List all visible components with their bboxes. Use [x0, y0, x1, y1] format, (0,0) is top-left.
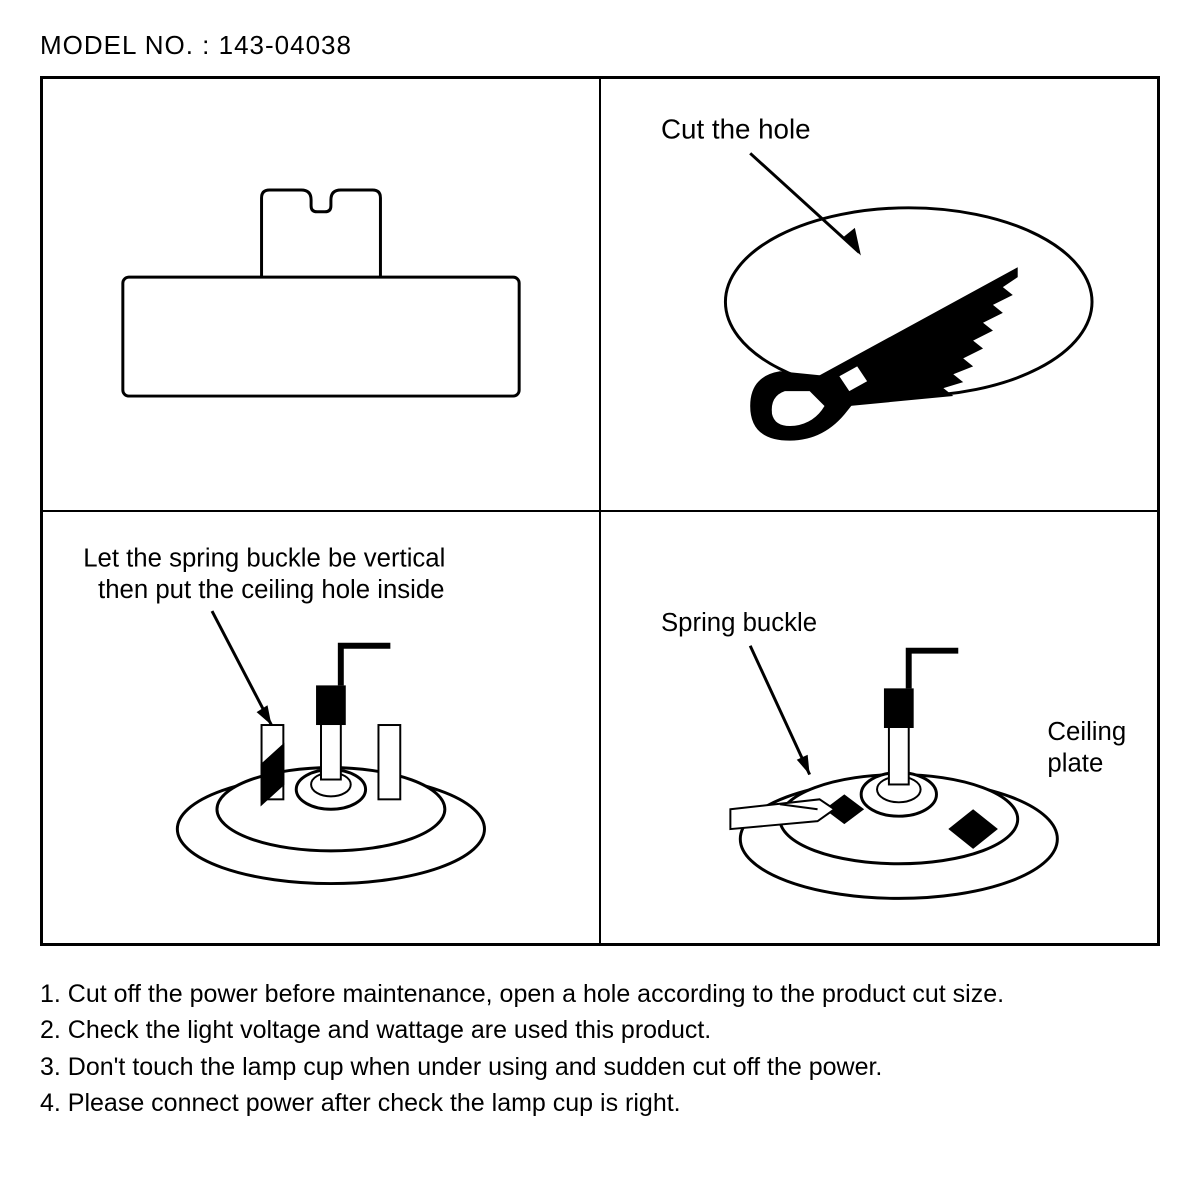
ceiling-plate-label-2: plate	[1047, 750, 1103, 778]
spring-buckle-label: Spring buckle	[661, 609, 817, 637]
svg-text:Let the spring buckle be verti: Let the spring buckle be vertical then p…	[83, 544, 452, 604]
ceiling-plate-label-1: Ceiling	[1047, 718, 1126, 746]
model-number: MODEL NO. : 143-04038	[40, 30, 1160, 61]
spring-vertical-icon: Let the spring buckle be vertical then p…	[43, 512, 599, 943]
instruction-item: 4. Please connect power after check the …	[40, 1085, 1160, 1121]
panel-installed: Spring buckle Ceiling plate	[600, 511, 1158, 944]
instruction-item: 2. Check the light voltage and wattage a…	[40, 1012, 1160, 1048]
instruction-item: 3. Don't touch the lamp cup when under u…	[40, 1049, 1160, 1085]
panel-product-profile	[42, 78, 600, 511]
saw-icon	[750, 267, 1018, 440]
instruction-item: 1. Cut off the power before maintenance,…	[40, 976, 1160, 1012]
product-profile-icon	[43, 79, 599, 510]
cut-hole-icon: Cut the hole	[601, 79, 1157, 510]
instruction-list: 1. Cut off the power before maintenance,…	[40, 976, 1160, 1121]
panel-spring-vertical: Let the spring buckle be vertical then p…	[42, 511, 600, 944]
panel-cut-hole: Cut the hole	[600, 78, 1158, 511]
installed-icon: Spring buckle Ceiling plate	[601, 512, 1157, 943]
cut-hole-label: Cut the hole	[661, 113, 811, 144]
diagram-grid: Cut the hole Let the sp	[40, 76, 1160, 946]
